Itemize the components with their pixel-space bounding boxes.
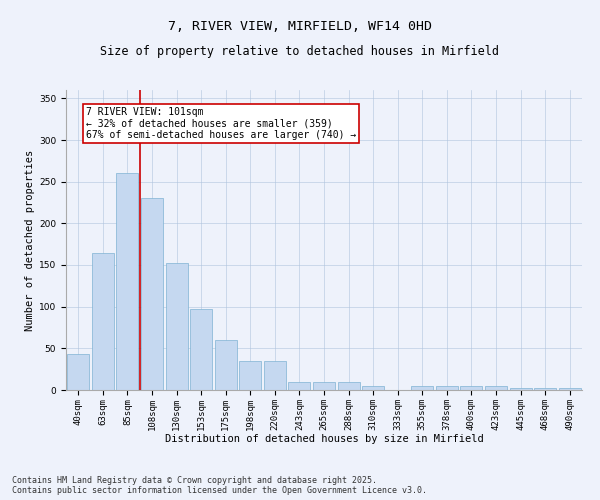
Bar bbox=[67, 354, 89, 390]
Bar bbox=[92, 252, 114, 390]
Bar bbox=[559, 388, 581, 390]
Bar bbox=[509, 388, 532, 390]
Bar bbox=[460, 386, 482, 390]
Bar bbox=[190, 309, 212, 390]
Y-axis label: Number of detached properties: Number of detached properties bbox=[25, 150, 35, 330]
Bar bbox=[534, 388, 556, 390]
Bar bbox=[239, 361, 262, 390]
Bar bbox=[485, 386, 507, 390]
Bar bbox=[313, 382, 335, 390]
Bar bbox=[411, 386, 433, 390]
Bar bbox=[166, 262, 188, 390]
Bar bbox=[215, 340, 237, 390]
Bar bbox=[436, 386, 458, 390]
X-axis label: Distribution of detached houses by size in Mirfield: Distribution of detached houses by size … bbox=[164, 434, 484, 444]
Bar bbox=[264, 361, 286, 390]
Bar bbox=[362, 386, 384, 390]
Text: Size of property relative to detached houses in Mirfield: Size of property relative to detached ho… bbox=[101, 45, 499, 58]
Text: Contains HM Land Registry data © Crown copyright and database right 2025.
Contai: Contains HM Land Registry data © Crown c… bbox=[12, 476, 427, 495]
Bar bbox=[289, 382, 310, 390]
Bar bbox=[141, 198, 163, 390]
Text: 7 RIVER VIEW: 101sqm
← 32% of detached houses are smaller (359)
67% of semi-deta: 7 RIVER VIEW: 101sqm ← 32% of detached h… bbox=[86, 106, 356, 140]
Bar bbox=[338, 382, 359, 390]
Bar bbox=[116, 174, 139, 390]
Text: 7, RIVER VIEW, MIRFIELD, WF14 0HD: 7, RIVER VIEW, MIRFIELD, WF14 0HD bbox=[168, 20, 432, 33]
